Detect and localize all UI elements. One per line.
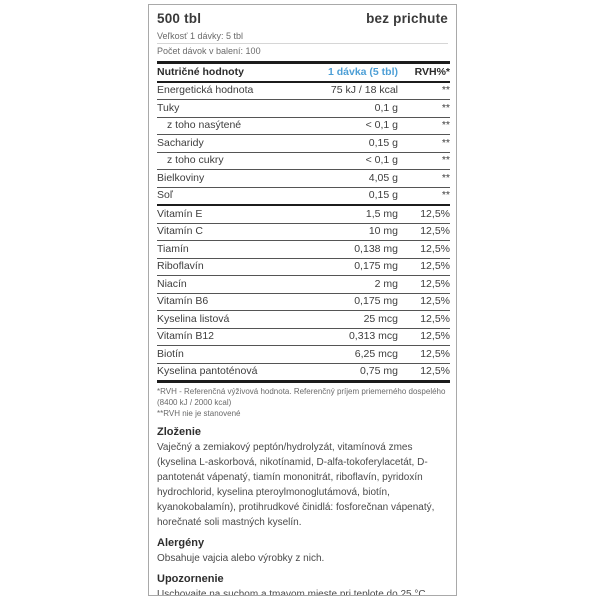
nutrient-name: Biotín <box>157 347 184 360</box>
nutrient-name: Vitamín C <box>157 225 203 237</box>
nutrient-rvh: 12,5% <box>420 225 450 237</box>
nutrient-rvh: ** <box>441 84 450 96</box>
nutrient-rvh: ** <box>441 189 450 201</box>
nutrient-name: Riboflavín <box>157 260 204 272</box>
nutrient-value: 0,75 mg <box>360 365 398 377</box>
nutrient-rvh: ** <box>441 136 450 149</box>
nutrient-value: 10 mg <box>368 225 398 237</box>
column-header-rvh: RVH%* <box>398 62 450 83</box>
nutrient-name: Energetická hodnota <box>157 84 254 96</box>
serving-size: Veľkosť 1 dávky: 5 tbl <box>157 29 448 44</box>
nutrient-rvh: 12,5% <box>420 242 450 255</box>
nutrient-name: Vitamín B6 <box>157 295 209 307</box>
table-row: Tiamín 0,138 mg 12,5% <box>157 240 450 259</box>
label-header: 500 tbl bez prichute <box>157 11 448 26</box>
nutrient-value: 0,15 g <box>368 189 398 201</box>
nutrient-name: z toho cukry <box>167 154 224 166</box>
nutrient-value: 6,25 mcg <box>354 347 398 360</box>
nutrient-rvh: ** <box>441 154 450 166</box>
nutrient-name: Tuky <box>157 101 180 114</box>
table-row: Energetická hodnota 75 kJ / 18 kcal ** <box>157 82 450 100</box>
warning-body: Uschovajte na suchom a tmavom mieste pri… <box>157 589 429 596</box>
nutrient-name: Niacín <box>157 277 187 290</box>
nutrient-value: < 0,1 g <box>365 154 398 166</box>
table-row: Vitamín B6 0,175 mg 12,5% <box>157 293 450 311</box>
nutrient-name: Tiamín <box>157 242 189 255</box>
ingredients-body: Vaječný a zemiakový peptón/hydrolyzát, v… <box>157 442 435 529</box>
rvh-footnote-line1: *RVH - Referenčná výživová hodnota. Refe… <box>157 387 446 407</box>
nutrient-name: Sacharidy <box>157 136 204 149</box>
nutrient-value: 25 mcg <box>363 312 398 325</box>
nutrient-rvh: 12,5% <box>420 207 450 220</box>
nutrient-value: 0,1 g <box>374 101 398 114</box>
nutrient-value: 0,175 mg <box>354 260 398 272</box>
nutrient-name: Vitamín E <box>157 207 203 220</box>
table-row: Vitamín C 10 mg 12,5% <box>157 223 450 241</box>
table-row: Kyselina listová 25 mcg 12,5% <box>157 310 450 329</box>
table-row: Riboflavín 0,175 mg 12,5% <box>157 258 450 276</box>
table-row: Vitamín B12 0,313 mcg 12,5% <box>157 328 450 346</box>
nutrient-rvh: 12,5% <box>420 347 450 360</box>
nutrition-label: 500 tbl bez prichute Veľkosť 1 dávky: 5 … <box>148 4 457 596</box>
nutrient-value: 0,175 mg <box>354 295 398 307</box>
column-header-serving: 1 dávka (5 tbl) <box>307 62 398 83</box>
allergens-heading: Alergény <box>157 537 205 550</box>
nutrient-name: z toho nasýtené <box>167 119 242 131</box>
nutrient-rvh: 12,5% <box>420 312 450 325</box>
warning-heading: Upozornenie <box>157 573 224 586</box>
nutrient-rvh: 12,5% <box>420 295 450 307</box>
nutrient-value: 0,15 g <box>368 136 398 149</box>
table-row: z toho nasýtené < 0,1 g ** <box>157 117 450 135</box>
nutrient-name: Soľ <box>157 189 173 201</box>
nutrient-value: 4,05 g <box>368 171 398 184</box>
nutrient-rvh: ** <box>441 119 450 131</box>
rvh-footnote-line2: **RVH nie je stanovené <box>157 408 241 418</box>
nutrient-value: 2 mg <box>374 277 398 290</box>
servings-per-pack: Počet dávok v balení: 100 <box>157 46 261 56</box>
table-row: Kyselina pantoténová 0,75 mg 12,5% <box>157 363 450 382</box>
nutrient-rvh: 12,5% <box>420 365 450 377</box>
table-header-row: Nutričné hodnoty 1 dávka (5 tbl) RVH%* <box>157 62 450 83</box>
nutrient-value: 1,5 mg <box>365 207 398 220</box>
nutrient-rvh: ** <box>441 101 450 114</box>
nutrient-name: Vitamín B12 <box>157 330 215 342</box>
nutrient-name: Bielkoviny <box>157 171 205 184</box>
rvh-footnote: *RVH - Referenčná výživová hodnota. Refe… <box>157 387 448 419</box>
nutrient-value: 0,313 mcg <box>348 330 398 342</box>
table-row: Soľ 0,15 g ** <box>157 187 450 205</box>
table-row: Vitamín E 1,5 mg 12,5% <box>157 205 450 223</box>
product-flavor: bez prichute <box>366 11 448 26</box>
allergens-body: Obsahuje vajcia alebo výrobky z nich. <box>157 553 325 565</box>
column-header-nutrients: Nutričné hodnoty <box>157 62 307 83</box>
nutrient-name: Kyselina pantoténová <box>157 365 258 377</box>
nutrition-table: Nutričné hodnoty 1 dávka (5 tbl) RVH%* E… <box>157 61 450 383</box>
nutrient-rvh: ** <box>441 171 450 184</box>
nutrient-rvh: 12,5% <box>420 260 450 272</box>
table-row: z toho cukry < 0,1 g ** <box>157 152 450 170</box>
nutrient-value: 0,138 mg <box>354 242 398 255</box>
table-row: Sacharidy 0,15 g ** <box>157 134 450 153</box>
product-quantity: 500 tbl <box>157 11 202 26</box>
table-row: Biotín 6,25 mcg 12,5% <box>157 345 450 364</box>
nutrient-name: Kyselina listová <box>157 312 230 325</box>
table-row: Niacín 2 mg 12,5% <box>157 275 450 294</box>
nutrient-rvh: 12,5% <box>420 277 450 290</box>
nutrient-value: < 0,1 g <box>365 119 398 131</box>
nutrient-value: 75 kJ / 18 kcal <box>330 84 398 96</box>
ingredients-heading: Zloženie <box>157 426 202 439</box>
nutrient-rvh: 12,5% <box>420 330 450 342</box>
table-row: Bielkoviny 4,05 g ** <box>157 169 450 188</box>
table-row: Tuky 0,1 g ** <box>157 99 450 118</box>
